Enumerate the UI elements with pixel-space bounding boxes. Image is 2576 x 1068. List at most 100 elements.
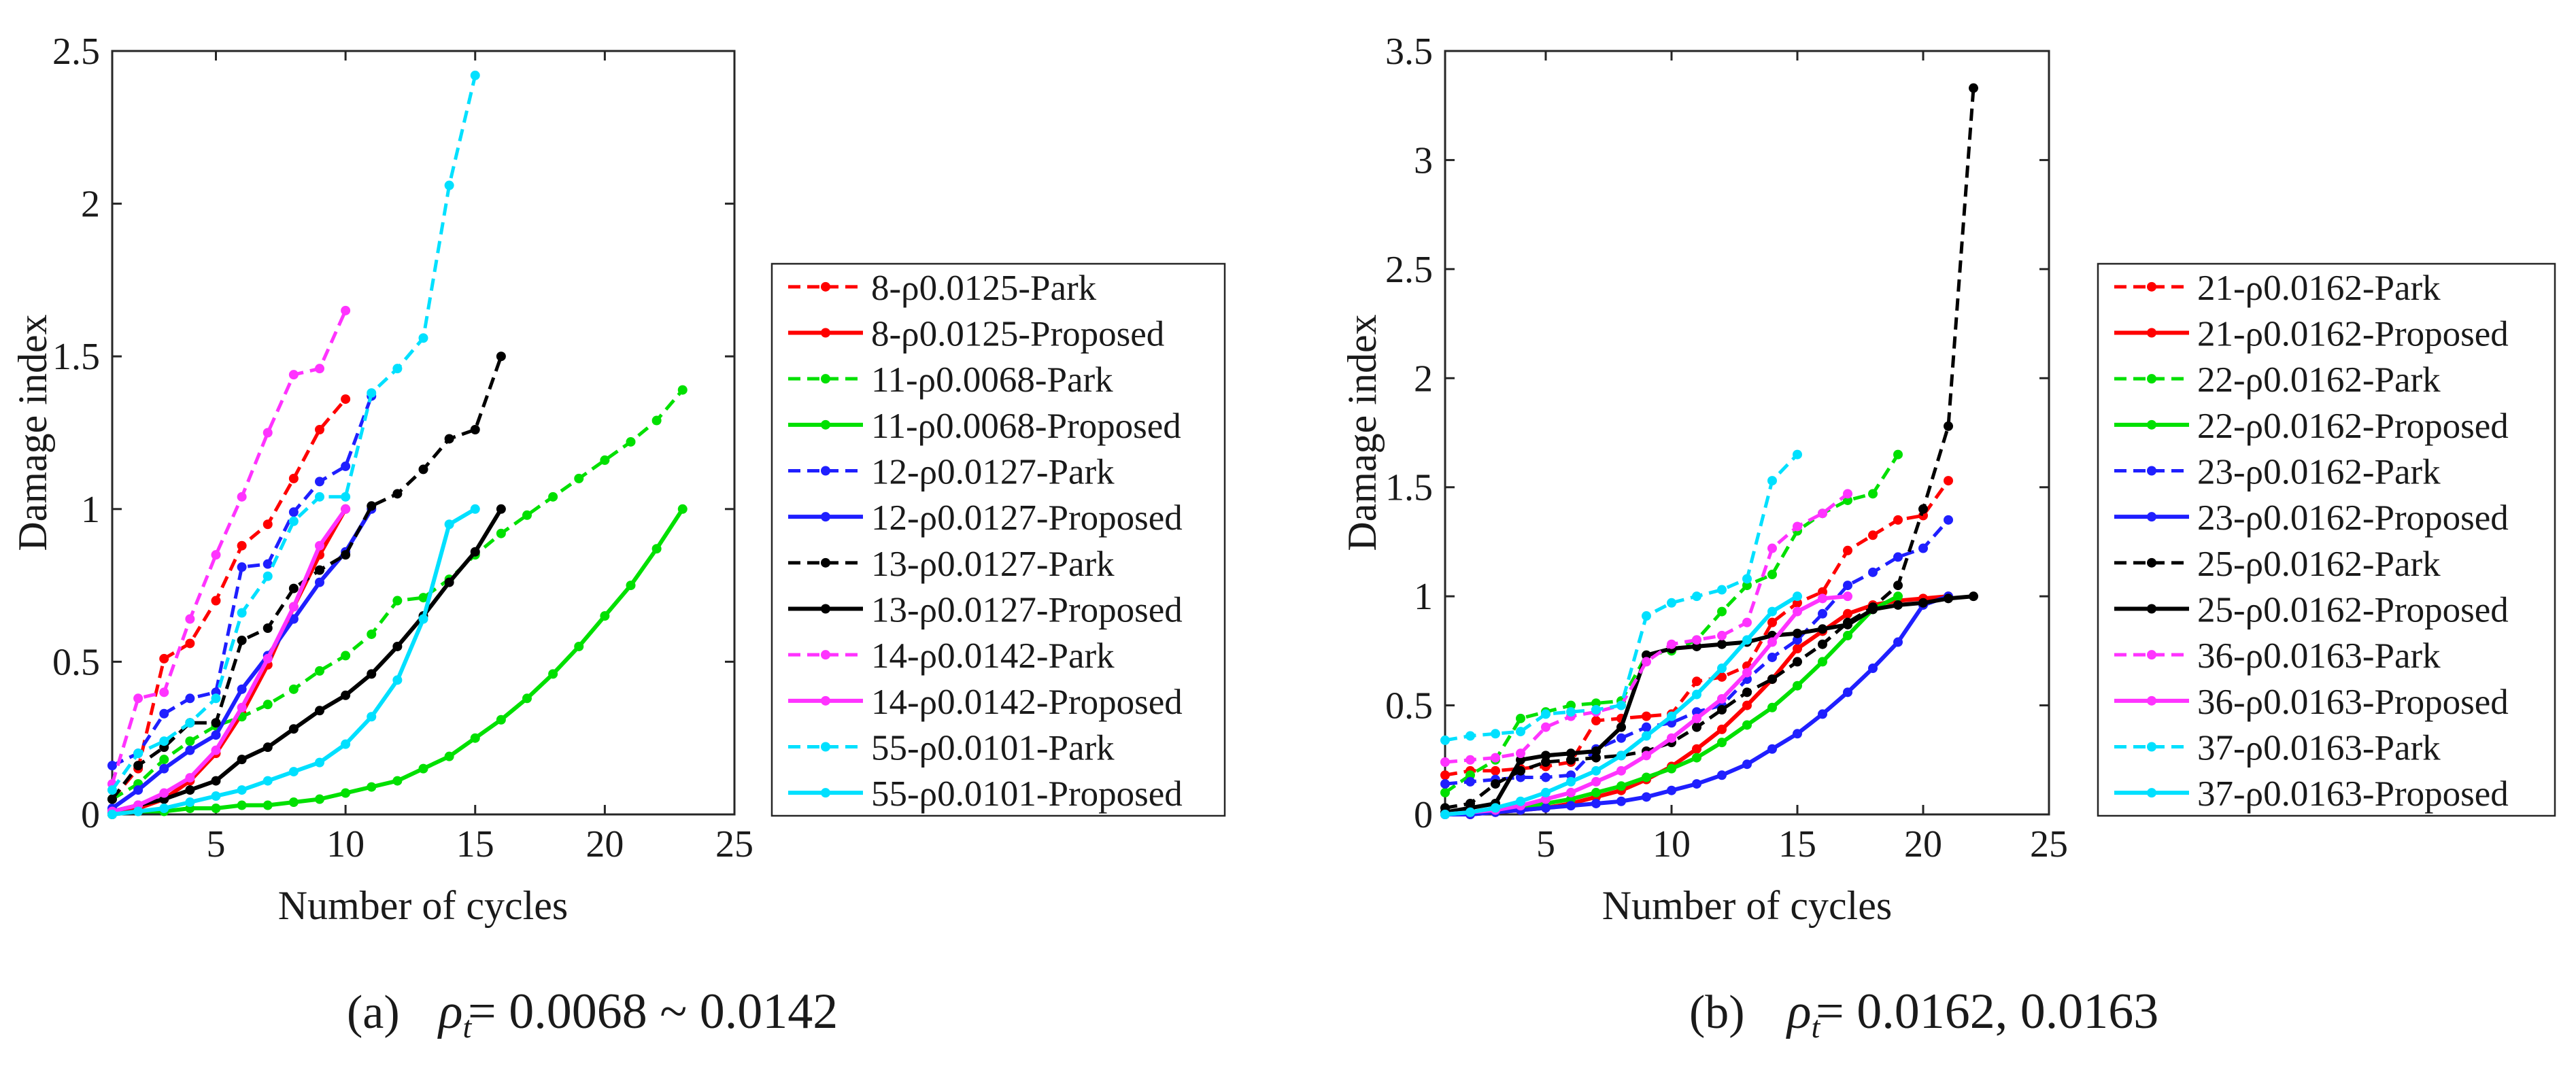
data-point-3-15	[496, 714, 506, 725]
y-tick-label: 2	[1414, 358, 1433, 400]
data-point-3-22	[677, 504, 688, 514]
data-point-0-2	[159, 653, 169, 664]
data-point-6-12	[1742, 687, 1752, 697]
data-point-10-4	[1541, 709, 1550, 719]
legend-marker	[2147, 650, 2156, 660]
data-point-4-8	[315, 477, 324, 487]
data-point-10-13	[444, 180, 454, 190]
x-axis-label: Number of cycles	[1602, 883, 1893, 928]
data-point-0-2	[1491, 765, 1500, 776]
y-tick-label: 3.5	[1385, 31, 1433, 73]
data-point-0-8	[315, 425, 324, 435]
legend-entry: 55-ρ0.0101-Park	[871, 729, 1115, 768]
data-point-7-8	[1642, 650, 1651, 660]
data-point-4-7	[1616, 733, 1626, 743]
x-tick-label: 15	[456, 823, 494, 865]
data-point-2-5	[1566, 700, 1576, 710]
data-point-7-9	[341, 690, 351, 700]
legend-marker	[821, 466, 830, 476]
data-point-7-7	[288, 724, 299, 734]
data-point-9-5	[1566, 787, 1576, 797]
data-point-5-14	[1793, 729, 1802, 739]
data-point-2-7	[288, 684, 299, 694]
data-point-2-17	[548, 492, 558, 502]
legend-entry: 23-ρ0.0162-Park	[2197, 453, 2441, 492]
data-point-3-18	[1893, 591, 1903, 602]
legend-entry: 37-ρ0.0163-Park	[2197, 729, 2441, 768]
series-line-7	[1444, 594, 1974, 814]
data-point-11-7	[1616, 751, 1626, 761]
data-point-3-16	[522, 693, 532, 704]
data-point-9-5	[237, 702, 247, 712]
data-point-7-4	[211, 776, 221, 786]
data-point-5-11	[1717, 770, 1727, 780]
data-point-3-21	[651, 544, 662, 554]
data-point-5-8	[1642, 792, 1651, 802]
data-point-11-0	[107, 810, 117, 819]
data-point-0-17	[1868, 530, 1878, 540]
data-point-11-2	[159, 804, 169, 814]
data-point-2-18	[1893, 449, 1903, 460]
data-point-7-3	[1516, 755, 1525, 765]
data-point-10-2	[1491, 729, 1500, 739]
data-point-3-8	[1642, 772, 1651, 782]
data-point-7-15	[496, 504, 506, 514]
data-point-11-10	[1692, 689, 1701, 700]
panel-b: 5 10 15 20 25 0 0.5 1 1.5 2 2.5 3 3.5 Number of cycle…	[1340, 31, 2556, 1044]
data-point-2-11	[1717, 606, 1727, 617]
legend-marker	[821, 328, 830, 338]
legend-entry: 22-ρ0.0162-Park	[2197, 360, 2441, 400]
data-point-0-9	[341, 394, 351, 404]
data-point-3-12	[418, 763, 428, 774]
data-point-10-14	[470, 70, 480, 80]
data-point-11-13	[1767, 606, 1777, 617]
data-point-10-12	[418, 333, 428, 343]
legend-marker	[2147, 419, 2156, 430]
data-point-8-1	[133, 693, 143, 704]
data-point-3-7	[1616, 781, 1626, 791]
legend-entry: 13-ρ0.0127-Proposed	[871, 591, 1183, 630]
legend-marker	[821, 695, 830, 706]
data-point-9-16	[1843, 591, 1852, 602]
y-tick-label: 1.5	[52, 336, 100, 378]
data-point-7-5	[237, 755, 247, 765]
data-point-10-4	[211, 693, 221, 704]
data-point-8-11	[1717, 630, 1727, 640]
data-point-7-8	[315, 706, 324, 716]
data-point-11-14	[470, 504, 480, 514]
data-point-1-16	[1843, 608, 1852, 619]
legend-entry: 55-ρ0.0101-Proposed	[871, 774, 1183, 814]
data-point-10-5	[237, 608, 247, 618]
data-point-4-7	[288, 507, 299, 517]
data-point-3-18	[574, 641, 584, 651]
data-point-6-14	[470, 425, 480, 435]
data-point-9-11	[1717, 693, 1727, 704]
data-point-10-2	[159, 736, 169, 746]
data-point-5-6	[1591, 798, 1601, 808]
y-tick-label: 0.5	[1385, 685, 1433, 727]
data-point-2-0	[1440, 787, 1450, 797]
data-point-3-12	[1742, 720, 1752, 730]
data-point-11-7	[288, 767, 299, 777]
data-point-4-3	[185, 693, 195, 704]
data-point-4-17	[1868, 567, 1878, 577]
data-point-9-9	[341, 504, 351, 514]
data-point-0-3	[185, 638, 195, 649]
data-point-10-1	[1465, 731, 1475, 741]
y-tick-label: 3	[1414, 139, 1433, 182]
data-point-2-16	[522, 510, 532, 520]
data-point-9-14	[1793, 606, 1802, 617]
legend-entry: 8-ρ0.0125-Proposed	[871, 315, 1164, 354]
data-point-9-12	[1742, 668, 1752, 678]
data-point-11-5	[237, 785, 247, 795]
legend-entry: 36-ρ0.0163-Proposed	[2197, 683, 2509, 722]
data-point-7-20	[1944, 593, 1953, 604]
data-point-8-4	[1541, 722, 1550, 732]
data-point-8-4	[211, 550, 221, 560]
data-point-3-17	[548, 669, 558, 679]
x-tick-label: 10	[1653, 823, 1691, 865]
data-point-4-0	[107, 761, 117, 771]
data-point-10-0	[107, 785, 117, 795]
data-point-4-14	[1793, 635, 1802, 645]
caption-symbol: ρt	[1786, 984, 1821, 1044]
